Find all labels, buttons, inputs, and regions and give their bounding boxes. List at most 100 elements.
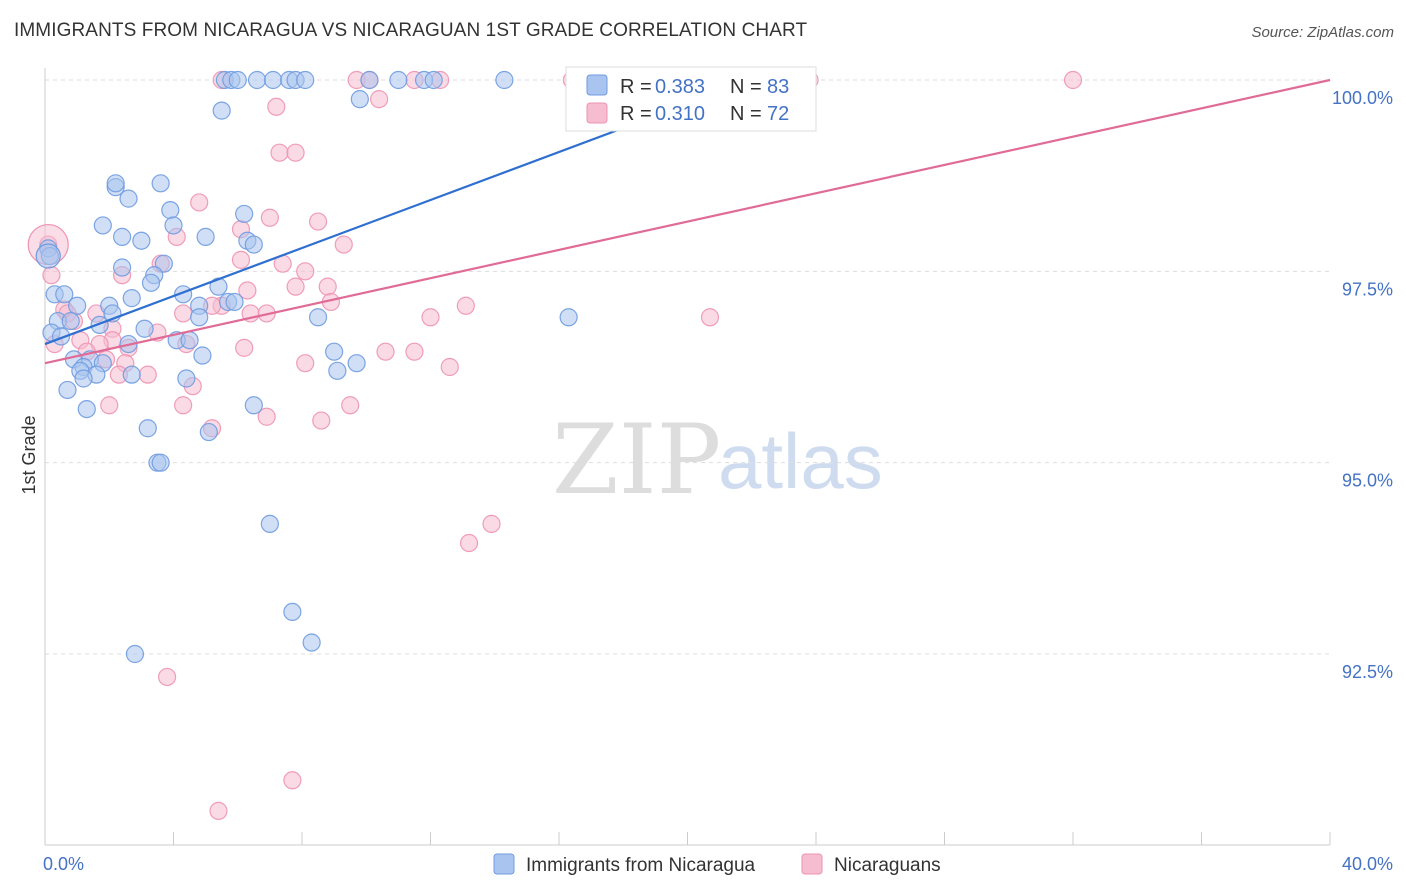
- immigrants-point-32: [112, 258, 132, 277]
- immigrants-point-3: [247, 70, 267, 90]
- immigrants-point-34: [141, 273, 161, 292]
- y-tick-label-3: 92.5%: [1342, 662, 1393, 682]
- immigrants-point-20: [119, 189, 138, 208]
- immigrants-point-11: [424, 70, 443, 90]
- nicaraguans-point-38: [421, 308, 440, 327]
- nicaraguans-point-61: [174, 396, 193, 415]
- immigrants-point-72: [244, 396, 263, 415]
- legend-swatch-pink: [586, 102, 608, 124]
- immigrants-point-59: [193, 346, 212, 365]
- immigrants-point-23: [93, 216, 112, 235]
- x-tick-label-end: 40.0%: [1342, 854, 1393, 874]
- nicaraguans-point-8: [1063, 70, 1083, 90]
- legend-n-label-pink: N =: [730, 103, 762, 125]
- top-legend: R = 0.383 N = 83 R = 0.310 N = 72: [565, 66, 817, 132]
- nicaraguans-point-66: [482, 514, 501, 533]
- nicaraguans-point-55: [296, 354, 315, 373]
- nicaraguans-point-19: [231, 250, 251, 269]
- immigrants-point-79: [283, 602, 302, 622]
- immigrants-point-40: [122, 289, 141, 308]
- y-tick-label-2: 95.0%: [1342, 471, 1393, 491]
- legend-r-label-pink: R =: [620, 103, 652, 125]
- immigrants-point-47: [308, 308, 328, 327]
- immigrants-point-large: [35, 243, 61, 269]
- x-tick-label-start: 0.0%: [43, 854, 84, 874]
- immigrants-point-48: [559, 308, 578, 327]
- immigrants-point-43: [68, 296, 87, 315]
- legend-n-value-blue: 83: [767, 76, 789, 98]
- immigrants-point-71: [58, 380, 77, 400]
- nicaraguans-point-18: [334, 235, 353, 254]
- watermark-atlas: atlas: [718, 417, 883, 505]
- legend-r-value-blue: 0.383: [655, 76, 705, 98]
- gridlines: [45, 79, 1330, 655]
- immigrants-point-80: [302, 633, 321, 652]
- nicaraguans-point-15: [308, 212, 328, 231]
- immigrants-point-9: [389, 70, 408, 90]
- nicaraguans-point-26: [318, 277, 337, 296]
- legend-n-value-pink: 72: [767, 103, 789, 125]
- immigrants-point-12: [495, 70, 514, 90]
- immigrants-point-50: [61, 311, 80, 331]
- y-tick-label-0: 100.0%: [1332, 88, 1393, 108]
- nicaraguans-point-39: [700, 308, 720, 327]
- nicaraguans-point-60: [100, 396, 119, 415]
- nicaraguans-point-52: [405, 342, 424, 361]
- series-immigrants-points: [35, 70, 729, 664]
- y-axis-title: 1st Grade: [19, 415, 39, 494]
- immigrants-point-7: [296, 70, 315, 90]
- nicaraguans-point-68: [157, 667, 177, 687]
- immigrants-point-70: [177, 369, 196, 388]
- immigrants-point-4: [263, 70, 283, 90]
- immigrants-point-16: [350, 90, 369, 109]
- nicaraguans-point-63: [257, 407, 276, 426]
- immigrants-point-27: [132, 231, 151, 250]
- nicaraguans-point-56: [440, 357, 459, 377]
- immigrants-point-15: [212, 101, 231, 120]
- immigrants-point-75: [199, 422, 218, 442]
- immigrants-point-46: [190, 308, 209, 327]
- nicaraguans-point-27: [238, 281, 257, 300]
- immigrants-point-58: [325, 342, 344, 361]
- nicaraguans-point-22: [296, 262, 315, 281]
- legend-r-label-blue: R =: [620, 76, 652, 98]
- x-ticks: [173, 832, 1331, 845]
- immigrants-point-19: [151, 174, 170, 193]
- immigrants-point-77: [151, 453, 170, 472]
- nicaraguans-point-35: [174, 304, 193, 323]
- nicaraguans-point-67: [459, 533, 479, 553]
- legend-r-value-pink: 0.310: [655, 103, 705, 125]
- immigrants-point-29: [244, 235, 263, 254]
- source-label: Source: ZipAtlas.com: [1251, 24, 1394, 41]
- nicaraguans-point-69: [283, 771, 302, 790]
- chart-title: IMMIGRANTS FROM NICARAGUA VS NICARAGUAN …: [14, 20, 808, 41]
- immigrants-point-73: [77, 399, 96, 419]
- immigrants-point-52: [135, 319, 154, 338]
- nicaraguans-point-25: [286, 277, 305, 296]
- immigrants-point-22: [235, 204, 254, 224]
- immigrants-point-69: [74, 369, 93, 388]
- bottom-legend: Immigrants from Nicaragua Nicaraguans: [493, 853, 941, 876]
- trend-line-nicaraguans: [44, 78, 1331, 365]
- immigrants-point-18: [106, 174, 125, 193]
- nicaraguans-point-24: [42, 266, 61, 285]
- immigrants-point-8: [360, 70, 379, 90]
- nicaraguans-point-51: [376, 342, 395, 361]
- nicaraguans-point-12: [286, 143, 305, 162]
- nicaraguans-point-10: [370, 90, 389, 109]
- legend-n-label-blue: N =: [730, 76, 762, 98]
- immigrants-point-25: [112, 227, 132, 246]
- immigrants-point-26: [196, 227, 215, 246]
- nicaraguans-point-31: [456, 296, 475, 315]
- immigrants-point-66: [328, 361, 347, 380]
- nicaraguans-point-70: [209, 801, 228, 820]
- watermark-zip: ZIP: [552, 404, 721, 516]
- immigrants-point-2: [228, 70, 247, 90]
- immigrants-point-64: [347, 354, 366, 373]
- top-legend-box: [565, 66, 817, 132]
- immigrants-point-56: [180, 331, 199, 350]
- nicaraguans-point-47: [235, 338, 254, 357]
- immigrants-point-74: [138, 419, 157, 438]
- bottom-legend-label-blue: Immigrants from Nicaragua: [526, 855, 756, 876]
